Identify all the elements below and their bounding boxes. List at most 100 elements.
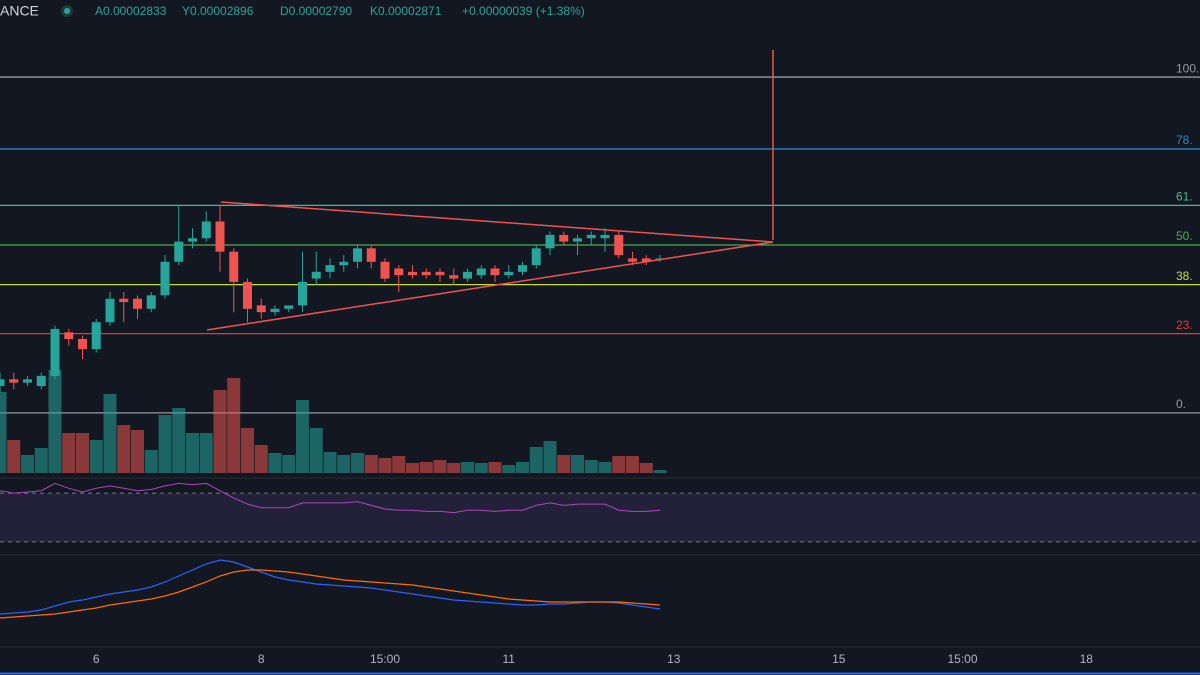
candle-body — [531, 248, 541, 266]
candle-body — [421, 271, 431, 276]
exchange-name: ANCE — [0, 3, 39, 19]
candle-body — [9, 379, 19, 383]
volume-bar — [213, 390, 227, 473]
volume-bar — [268, 453, 282, 473]
volume-bar — [186, 433, 199, 473]
volume-bar — [461, 462, 474, 473]
volume-bar — [296, 400, 309, 473]
level-label: 38. — [1176, 269, 1193, 283]
candle-body — [105, 298, 115, 323]
volume-bar — [144, 450, 158, 473]
volume-bar — [0, 392, 7, 473]
volume-bar — [172, 408, 186, 473]
volume-bar — [337, 455, 351, 473]
candle-body — [64, 332, 74, 340]
candle-body — [201, 221, 211, 239]
volume-bar — [34, 448, 48, 473]
candle-body — [325, 265, 335, 272]
x-tick-label: 8 — [258, 652, 265, 666]
volume-bar — [474, 463, 488, 473]
candle-body — [133, 298, 142, 309]
candle-body — [119, 298, 129, 303]
candle-body — [215, 221, 225, 252]
volume-bar — [48, 370, 62, 473]
volume-bar — [639, 463, 653, 473]
volume-bar — [282, 455, 296, 473]
candle-body — [559, 234, 569, 242]
ohlc-close: K0.00002871 — [370, 4, 442, 18]
volume-bar — [584, 460, 598, 473]
volume-bar — [199, 433, 213, 473]
candle-body — [573, 238, 582, 242]
volume-bar — [62, 433, 76, 473]
volume-bar — [557, 455, 571, 473]
candle-body — [229, 251, 239, 282]
x-tick-label: 18 — [1080, 652, 1094, 666]
candle-body — [614, 234, 624, 256]
candle-body — [463, 271, 472, 279]
candle-body — [270, 308, 280, 313]
candle-body — [435, 271, 445, 276]
candle-body — [339, 261, 349, 266]
candle-body — [366, 248, 376, 262]
candle-body — [490, 268, 500, 276]
volume-bar — [103, 394, 117, 473]
candle-body — [628, 258, 637, 262]
macd-pane — [0, 559, 661, 619]
x-tick-label: 6 — [93, 652, 100, 666]
volume-bar — [543, 441, 557, 473]
volume-bar — [76, 433, 89, 473]
x-tick-label: 13 — [667, 652, 681, 666]
macd-line — [0, 569, 661, 619]
volume-bar — [598, 462, 612, 473]
triangle-lower-line[interactable] — [206, 241, 774, 331]
candle-body — [298, 281, 307, 306]
x-tick-label: 15 — [832, 652, 846, 666]
candles — [0, 204, 665, 393]
candle-body — [641, 258, 651, 262]
candle-body — [91, 322, 101, 350]
ohlc-open: A0.00002833 — [95, 4, 167, 18]
candle-body — [78, 339, 87, 350]
x-tick-label: 15:00 — [947, 652, 977, 666]
volume-bar — [158, 415, 172, 473]
candle-body — [504, 271, 514, 276]
volume-bar — [7, 440, 21, 473]
volume-bar — [323, 452, 337, 473]
volume-bar — [227, 378, 241, 473]
volume-bar — [406, 463, 419, 473]
level-label: 78. — [1176, 133, 1193, 147]
candle-body — [243, 281, 252, 309]
volume-bar — [131, 430, 144, 473]
volume-pane — [0, 370, 667, 473]
candle-body — [146, 295, 156, 309]
volume-bar — [364, 455, 378, 473]
volume-bar — [21, 455, 34, 473]
ohlc-low: D0.00002790 — [280, 4, 352, 18]
ohlc-high: Y0.00002896 — [182, 4, 254, 18]
volume-bar — [117, 425, 131, 473]
fib-levels: 100. 78. 61. 50. 38. 23. 0. — [0, 61, 1200, 414]
candle-body — [408, 271, 417, 276]
volume-bar — [392, 456, 406, 473]
candle-body — [0, 379, 5, 387]
x-tick-label: 11 — [503, 652, 516, 666]
candle-body — [545, 234, 555, 249]
x-tick-label: 15:00 — [370, 652, 400, 666]
rsi-pane — [0, 482, 1200, 543]
candle-body — [449, 275, 459, 279]
candle-body — [256, 305, 266, 313]
volume-bar — [309, 428, 323, 473]
candle-body — [174, 241, 184, 262]
rsi-line — [0, 482, 661, 514]
triangle-upper-line[interactable] — [220, 201, 774, 243]
candle-body — [518, 265, 527, 272]
level-label: 100. — [1176, 61, 1199, 75]
volume-bar — [626, 456, 639, 473]
volume-bar — [488, 462, 502, 473]
candle-body — [284, 305, 294, 309]
volume-bar — [571, 455, 584, 473]
volume-bar — [653, 470, 667, 473]
